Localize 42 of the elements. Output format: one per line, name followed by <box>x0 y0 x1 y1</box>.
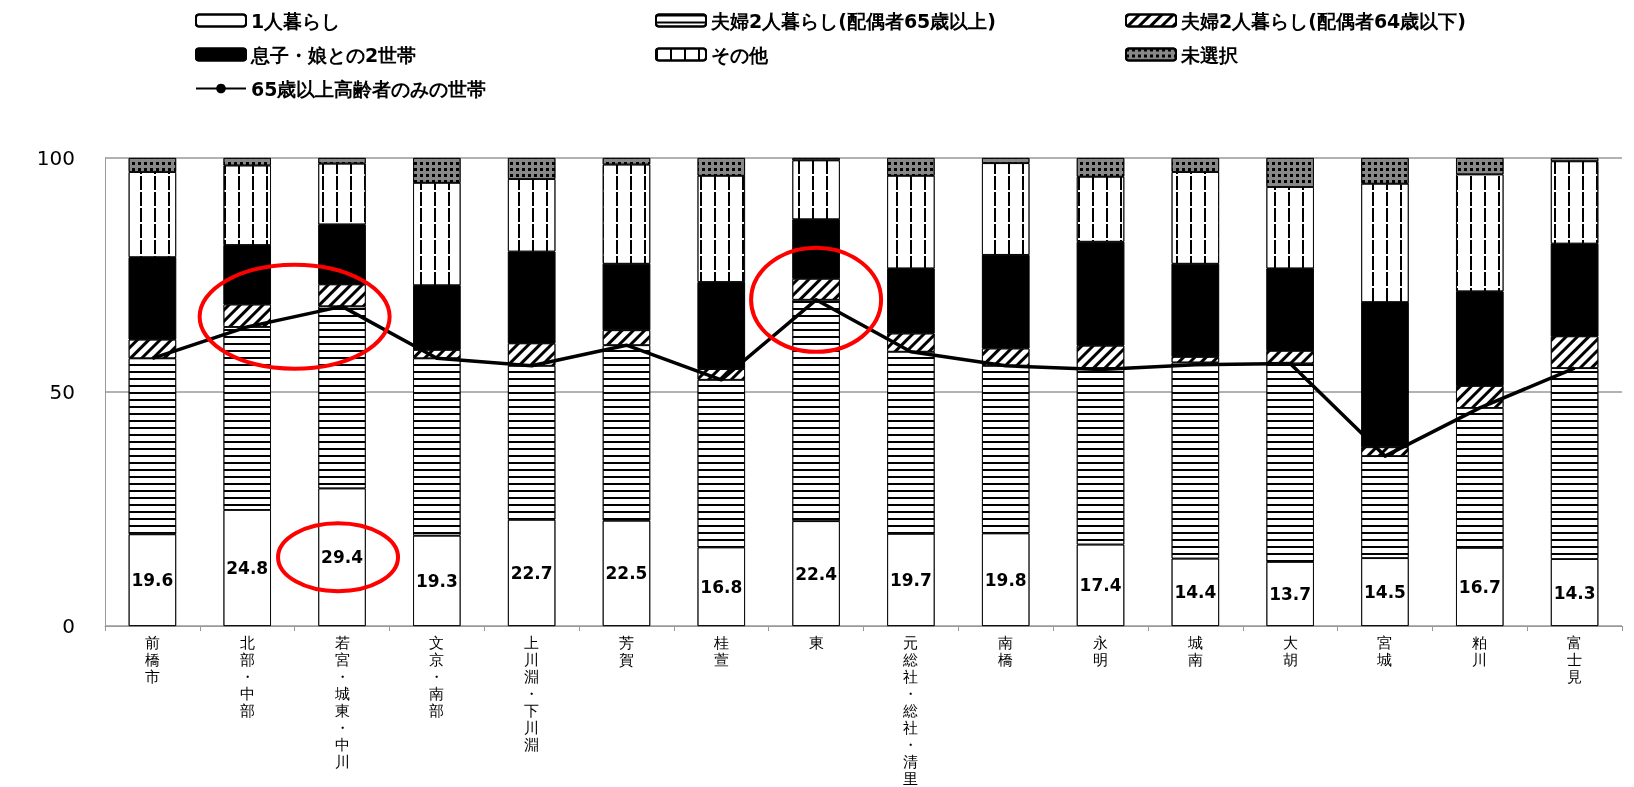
legend-label: 65歳以上高齢者のみの世帯 <box>251 77 487 100</box>
data-label: 16.7 <box>1458 576 1501 597</box>
x-tick-label: 粕川 <box>1472 633 1488 669</box>
data-label: 14.3 <box>1553 582 1596 603</box>
x-tick-label: 芳賀 <box>618 633 634 669</box>
data-label: 19.6 <box>131 570 174 591</box>
x-tick-label: 若宮・城東・中川 <box>333 633 350 771</box>
legend-label: 夫婦2人暮らし(配偶者65歳以上) <box>710 9 997 32</box>
data-label: 22.5 <box>605 563 648 584</box>
data-label: 22.7 <box>510 562 553 583</box>
data-label: 22.4 <box>795 563 838 584</box>
x-tick-label: 南橋 <box>998 633 1014 669</box>
legend-label: その他 <box>711 43 769 66</box>
x-tick-label: 富士見 <box>1567 633 1583 686</box>
x-tick-label: 宮城 <box>1376 633 1393 669</box>
x-tick-label: 北部・中部 <box>239 633 255 720</box>
x-tick-label: 城南 <box>1186 633 1203 669</box>
x-tick-label: 大胡 <box>1282 633 1298 669</box>
category-label: 元総社・総社・清里 <box>903 633 919 787</box>
data-label: 13.7 <box>1269 583 1312 604</box>
legend-label: 1人暮らし <box>251 9 341 32</box>
x-tick-label: 東 <box>808 633 824 652</box>
legend-label: 未選択 <box>1180 43 1239 66</box>
data-label: 19.7 <box>889 569 932 590</box>
data-label: 16.8 <box>700 576 743 597</box>
x-tick-label: 上川淵・下川淵 <box>524 633 540 754</box>
data-label: 14.5 <box>1363 582 1406 603</box>
data-label: 24.8 <box>226 557 269 578</box>
x-tick-label: 永明 <box>1093 633 1109 669</box>
data-label: 17.4 <box>1079 575 1122 596</box>
data-label: 19.3 <box>415 570 458 591</box>
legend-label: 息子・娘との2世帯 <box>250 43 417 66</box>
y-tick-label: 100 <box>36 146 75 170</box>
data-label: 29.4 <box>321 547 364 568</box>
data-label: 19.8 <box>984 569 1027 590</box>
y-tick-label: 0 <box>62 614 75 638</box>
x-tick-label: 前橋市 <box>144 633 160 686</box>
x-tick-label: 文京・南部 <box>429 633 445 720</box>
y-tick-label: 50 <box>49 380 75 404</box>
data-label: 14.4 <box>1174 582 1217 603</box>
x-tick-label: 桂萱 <box>712 633 729 669</box>
legend-label: 夫婦2人暮らし(配偶者64歳以下) <box>1180 9 1467 32</box>
